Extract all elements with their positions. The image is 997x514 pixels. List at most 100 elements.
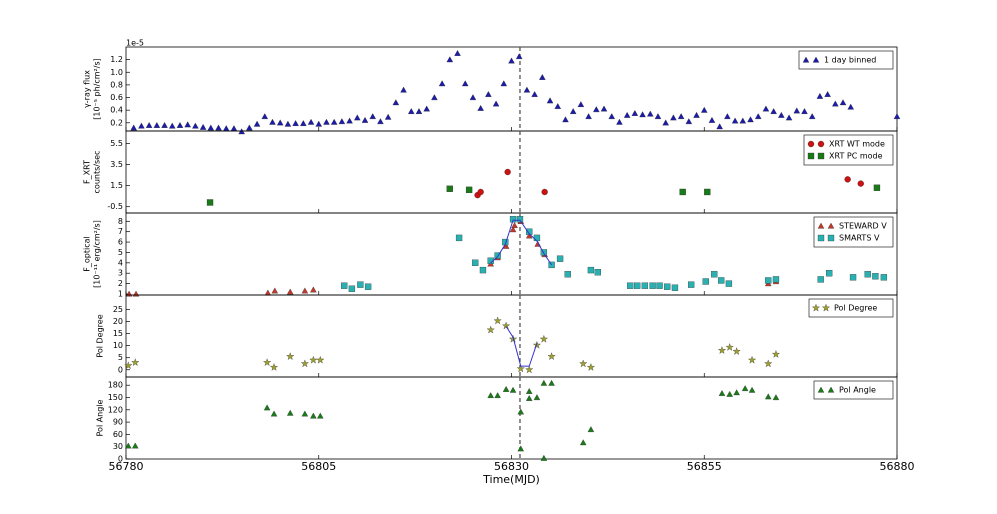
marker-triangle	[215, 124, 222, 131]
marker-triangle	[847, 103, 854, 110]
y-tick-label: 5.5	[110, 139, 123, 148]
marker-triangle	[839, 99, 847, 106]
marker-triangle	[724, 113, 731, 120]
marker-square	[455, 234, 463, 242]
marker-triangle	[502, 385, 510, 392]
marker-triangle	[286, 288, 294, 295]
marker-triangle	[492, 100, 500, 107]
y-tick-label: 1.0	[110, 68, 123, 77]
marker-triangle	[408, 108, 415, 114]
axes-frame	[125, 294, 898, 378]
y-tick-label: 5	[118, 353, 123, 362]
marker-triangle	[525, 395, 533, 401]
marker-triangle	[361, 116, 369, 123]
axes-frame	[125, 130, 898, 214]
marker-square	[206, 199, 214, 206]
y-axis-label: Pol Degree	[96, 314, 105, 357]
marker-star	[532, 340, 542, 349]
y-tick-label: 0.8	[110, 80, 123, 89]
marker-triangle	[338, 118, 346, 125]
y-tick-label: 60	[113, 430, 123, 439]
y-tick-label: 7	[118, 227, 123, 236]
marker-square	[494, 252, 501, 259]
series-line	[490, 219, 553, 266]
marker-star	[717, 346, 727, 354]
marker-triangle	[739, 117, 747, 124]
marker-triangle	[138, 122, 145, 129]
marker-triangle	[469, 94, 477, 101]
marker-triangle	[446, 56, 454, 63]
marker-square	[556, 255, 564, 262]
marker-triangle	[431, 94, 438, 101]
marker-star	[124, 361, 133, 370]
marker-triangle	[662, 119, 669, 126]
marker-circle	[541, 188, 548, 196]
marker-triangle	[284, 120, 292, 127]
marker-star	[732, 347, 741, 355]
marker-triangle	[161, 122, 168, 128]
legend-marker	[817, 234, 825, 242]
marker-triangle	[199, 123, 207, 130]
marker-triangle	[301, 287, 309, 294]
marker-square	[564, 271, 571, 278]
marker-square	[649, 282, 656, 289]
marker-triangle	[748, 386, 756, 393]
marker-triangle	[754, 113, 762, 120]
marker-triangle	[539, 74, 546, 80]
marker-triangle	[770, 108, 777, 114]
y-axis-label: counts/sec	[93, 151, 102, 194]
y-tick-label: 5	[118, 248, 123, 257]
marker-triangle	[207, 124, 215, 131]
marker-star	[579, 359, 588, 368]
marker-star	[771, 350, 781, 358]
marker-triangle	[569, 108, 577, 114]
marker-square	[533, 234, 541, 242]
y-tick-label: 180	[108, 381, 123, 390]
marker-square	[704, 188, 711, 196]
y-tick-label: 2	[118, 279, 123, 288]
marker-star	[502, 321, 511, 330]
legend-marker	[811, 303, 821, 312]
marker-triangle	[517, 408, 525, 415]
marker-square	[718, 277, 725, 284]
y-tick-label: 4	[118, 258, 123, 267]
legend-box	[808, 298, 894, 318]
marker-triangle	[832, 100, 839, 107]
y-tick-label: 0.2	[110, 118, 123, 127]
legend-marker	[812, 56, 820, 63]
marker-square	[540, 249, 548, 256]
marker-triangle	[733, 389, 740, 396]
marker-triangle	[153, 122, 161, 128]
marker-triangle	[176, 122, 184, 128]
legend-label: XRT WT mode	[829, 140, 885, 149]
marker-star	[493, 316, 502, 325]
marker-triangle	[608, 113, 615, 120]
marker-triangle	[454, 50, 461, 56]
y-tick-label: 1.5	[110, 181, 123, 190]
marker-triangle	[369, 113, 376, 120]
marker-triangle	[693, 111, 700, 118]
marker-triangle	[354, 114, 361, 121]
marker-triangle	[677, 113, 685, 120]
marker-square	[864, 271, 871, 278]
marker-triangle	[579, 439, 587, 446]
marker-star	[586, 363, 595, 371]
marker-triangle	[222, 125, 230, 132]
marker-triangle	[131, 442, 139, 449]
marker-star	[547, 352, 556, 360]
marker-triangle	[525, 388, 533, 394]
y-tick-label: 30	[113, 442, 123, 451]
marker-triangle	[741, 385, 749, 392]
legend-label: SMARTS V	[839, 234, 880, 243]
marker-triangle	[271, 287, 279, 294]
x-tick-label: 56780	[109, 460, 144, 473]
y-tick-label: 15	[113, 329, 123, 338]
legend-marker	[802, 56, 810, 63]
marker-square	[634, 282, 641, 289]
marker-square	[817, 276, 824, 283]
marker-square	[516, 216, 524, 223]
marker-triangle	[509, 386, 517, 393]
marker-triangle	[808, 113, 816, 120]
marker-triangle	[509, 226, 517, 233]
